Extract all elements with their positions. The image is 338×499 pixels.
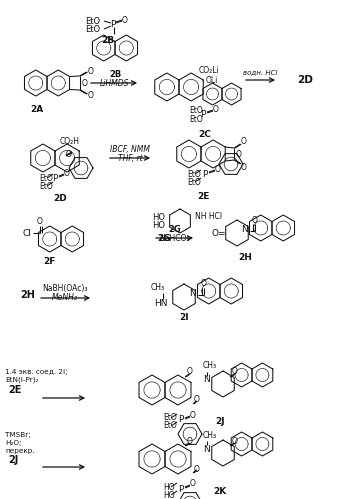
Text: EtO: EtO: [39, 174, 53, 183]
Text: 2H: 2H: [20, 290, 35, 300]
Text: P: P: [52, 174, 58, 183]
Text: H₂O;: H₂O;: [5, 440, 21, 446]
Text: O: O: [232, 437, 238, 446]
Text: O: O: [213, 104, 219, 113]
Text: MeNH₂: MeNH₂: [52, 293, 78, 302]
Text: EtO: EtO: [163, 422, 177, 431]
Text: 2E: 2E: [197, 192, 209, 201]
Text: 2J: 2J: [215, 418, 225, 427]
Text: CH₃: CH₃: [151, 282, 165, 291]
Text: EtO: EtO: [85, 16, 100, 25]
Text: EtO: EtO: [85, 24, 100, 33]
Text: NaHCO₃: NaHCO₃: [160, 234, 190, 243]
Text: O: O: [81, 78, 88, 87]
Text: O: O: [187, 367, 193, 377]
Text: O: O: [240, 137, 246, 146]
Text: 2F: 2F: [43, 256, 55, 265]
Text: O: O: [215, 165, 221, 174]
Text: N: N: [189, 288, 195, 297]
Text: LiHMDS: LiHMDS: [100, 78, 130, 87]
Text: CH₃: CH₃: [203, 361, 217, 370]
Text: 2D: 2D: [53, 194, 67, 203]
Text: 2I: 2I: [179, 312, 189, 321]
Text: O: O: [37, 217, 43, 226]
Text: N: N: [203, 445, 210, 454]
Text: 2J: 2J: [8, 455, 18, 465]
Text: O: O: [252, 216, 258, 225]
Text: HN: HN: [154, 298, 168, 307]
Text: IBCF, NMM: IBCF, NMM: [110, 145, 150, 154]
Text: EtO: EtO: [189, 105, 203, 114]
Text: THF, rt: THF, rt: [118, 154, 142, 163]
Text: HO: HO: [163, 491, 175, 499]
Text: 1.4 экв. соед. 2I;: 1.4 экв. соед. 2I;: [5, 369, 68, 375]
Text: 2B: 2B: [109, 69, 121, 78]
Text: CH₃: CH₃: [203, 431, 217, 440]
Text: EtN(i-Pr)₂: EtN(i-Pr)₂: [5, 377, 39, 383]
Text: 2G: 2G: [157, 234, 171, 243]
Text: 2K: 2K: [213, 487, 226, 496]
Text: CO₂Li: CO₂Li: [199, 65, 219, 74]
Text: P: P: [178, 416, 184, 425]
Text: перекр.: перекр.: [5, 448, 34, 454]
Text: O: O: [240, 163, 246, 172]
Text: 2E: 2E: [8, 385, 21, 395]
Text: EtO: EtO: [187, 170, 201, 179]
Text: O=: O=: [212, 229, 226, 238]
Text: NH HCl: NH HCl: [195, 212, 222, 221]
Text: OLi: OLi: [206, 75, 218, 84]
Text: P: P: [200, 109, 206, 118]
Text: N: N: [242, 225, 248, 234]
Text: CO₂H: CO₂H: [60, 137, 80, 146]
Text: HO: HO: [152, 221, 165, 230]
Text: 2A: 2A: [30, 104, 44, 113]
Text: P: P: [202, 170, 208, 179]
Text: HO: HO: [163, 483, 175, 492]
Text: NaBH(OAc)₃: NaBH(OAc)₃: [42, 284, 88, 293]
Text: O: O: [235, 150, 241, 159]
Text: EtO: EtO: [163, 414, 177, 423]
Text: O: O: [190, 480, 196, 489]
Text: O: O: [194, 465, 200, 474]
Text: EtO: EtO: [39, 182, 53, 191]
Text: O: O: [88, 66, 93, 75]
Text: O: O: [88, 90, 93, 99]
Text: Cl: Cl: [23, 229, 31, 238]
Text: 2B: 2B: [101, 35, 115, 44]
Text: водн. HCl: водн. HCl: [243, 69, 277, 75]
Text: O: O: [64, 169, 70, 178]
Text: O: O: [122, 15, 128, 24]
Text: TMSBr;: TMSBr;: [5, 432, 31, 438]
Text: HO: HO: [152, 213, 165, 222]
Text: O: O: [187, 437, 193, 446]
Text: O: O: [232, 367, 238, 377]
Text: P: P: [110, 19, 116, 28]
Text: O: O: [201, 279, 207, 288]
Text: 2C: 2C: [198, 130, 212, 139]
Text: 2H: 2H: [238, 252, 252, 261]
Text: 2G: 2G: [169, 225, 182, 234]
Text: EtO: EtO: [187, 178, 201, 187]
Text: O: O: [66, 150, 72, 159]
Text: P: P: [178, 485, 184, 494]
Text: O: O: [190, 411, 196, 420]
Text: EtO: EtO: [189, 114, 203, 123]
Text: N: N: [203, 376, 210, 385]
Text: O: O: [194, 396, 200, 405]
Text: 2D: 2D: [297, 75, 313, 85]
